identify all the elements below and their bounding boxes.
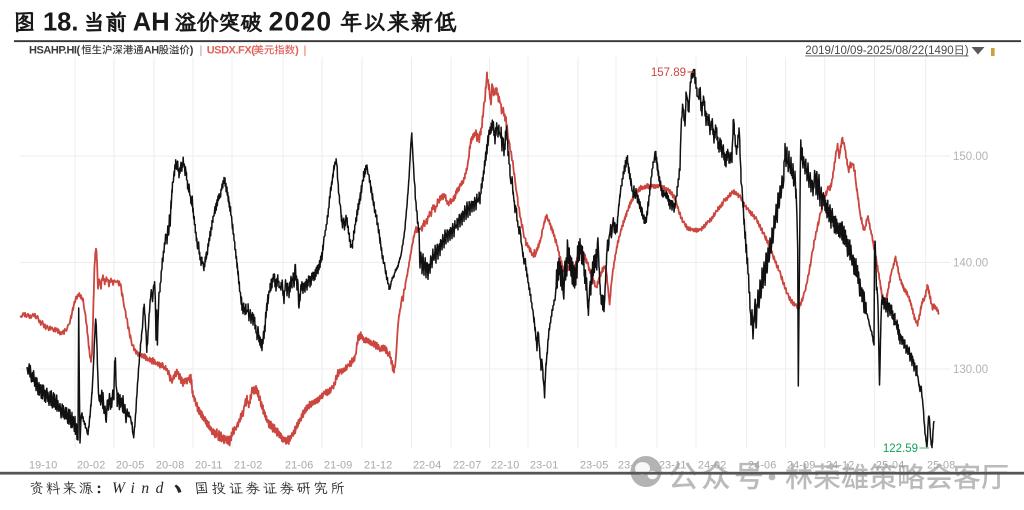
svg-text:21-09: 21-09: [324, 460, 352, 472]
svg-text:20-05: 20-05: [116, 460, 144, 472]
svg-text:20-02: 20-02: [77, 460, 105, 472]
svg-text:2020: 2020: [269, 6, 333, 36]
svg-text:AH: AH: [133, 8, 170, 36]
svg-text:21-06: 21-06: [285, 460, 313, 472]
svg-text:23-01: 23-01: [530, 460, 558, 472]
svg-text:130.00: 130.00: [953, 364, 988, 376]
svg-text:19-10: 19-10: [29, 460, 57, 472]
svg-text:22-10: 22-10: [491, 460, 519, 472]
svg-text:25-08: 25-08: [927, 460, 955, 472]
svg-text:22-04: 22-04: [413, 460, 441, 472]
svg-text:HSAHP.HI(: HSAHP.HI(: [29, 45, 81, 57]
svg-text:140.00: 140.00: [953, 258, 988, 270]
svg-text:22-07: 22-07: [453, 460, 481, 472]
svg-text:|: |: [200, 45, 203, 57]
svg-text:21-12: 21-12: [364, 460, 392, 472]
svg-text:2019/10/09-2025/08/22(1490: 2019/10/09-2025/08/22(1490: [805, 45, 953, 57]
svg-text:150.00: 150.00: [953, 151, 988, 163]
svg-text:24-06: 24-06: [748, 460, 776, 472]
svg-text:|: |: [304, 45, 307, 57]
svg-text:AH: AH: [144, 45, 159, 57]
svg-text:20-11: 20-11: [195, 460, 223, 472]
svg-text:23-11: 23-11: [659, 460, 687, 472]
svg-text:24-09: 24-09: [787, 460, 815, 472]
svg-text:20-08: 20-08: [156, 460, 184, 472]
svg-text:122.59: 122.59: [883, 443, 918, 455]
svg-text:): ): [965, 45, 969, 57]
svg-text:USDX.FX(: USDX.FX(: [207, 45, 256, 57]
svg-text:23-05: 23-05: [580, 460, 608, 472]
svg-text:): ): [295, 45, 299, 57]
svg-text:Wind: Wind: [112, 480, 170, 497]
svg-text:18.: 18.: [43, 8, 78, 36]
svg-text:157.89: 157.89: [651, 67, 686, 79]
svg-text:): ): [190, 45, 194, 57]
svg-text:21-02: 21-02: [234, 460, 262, 472]
